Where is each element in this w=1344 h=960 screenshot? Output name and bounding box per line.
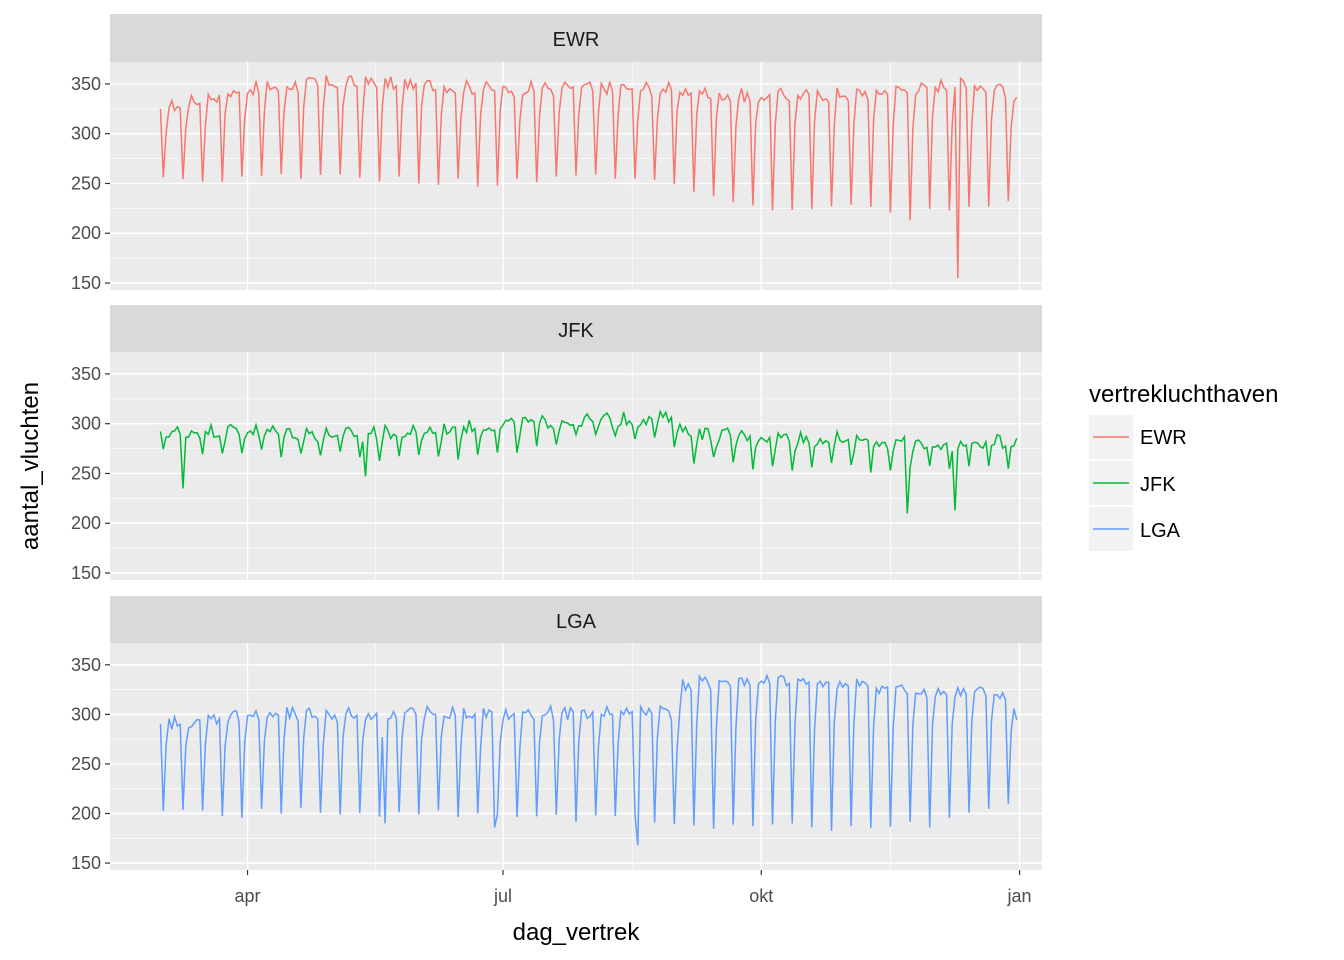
y-axis-lga: 150 200 250 300 350 [71, 655, 110, 873]
facet-lga: LGA 150 200 250 300 350 [71, 596, 1042, 873]
x-tick-label: apr [235, 886, 261, 906]
facet-strip-ewr [110, 14, 1042, 62]
legend-label-jfk: JFK [1140, 474, 1176, 496]
legend-item-ewr: EWR [1089, 415, 1187, 459]
legend-item-lga: LGA [1089, 507, 1181, 551]
series-line-ewr [159, 75, 1018, 279]
facet-strip-label-jfk: JFK [558, 320, 594, 342]
y-tick-label: 350 [71, 364, 101, 384]
y-axis-ewr: 150 200 250 300 350 [71, 74, 110, 293]
facet-strip-label-ewr: EWR [553, 29, 600, 51]
y-tick-label: 200 [71, 513, 101, 533]
gridlines-jfk [110, 352, 1042, 580]
legend-label-ewr: EWR [1140, 427, 1187, 449]
gridlines-lga [110, 643, 1042, 870]
facet-strip-label-lga: LGA [556, 611, 597, 633]
facet-jfk: JFK 150 200 250 300 350 [71, 305, 1042, 583]
x-tick-label: jul [493, 886, 512, 906]
y-tick-label: 150 [71, 273, 101, 293]
x-axis: apr jul okt jan [235, 870, 1032, 906]
legend-title: vertrekluchthaven [1089, 381, 1278, 408]
x-tick-label: jan [1007, 886, 1032, 906]
y-tick-label: 150 [71, 563, 101, 583]
y-tick-label: 350 [71, 655, 101, 675]
panel-background-jfk [110, 352, 1042, 580]
x-tick-label: okt [749, 886, 773, 906]
legend-item-jfk: JFK [1089, 461, 1176, 505]
y-tick-label: 250 [71, 463, 101, 483]
y-tick-label: 250 [71, 173, 101, 193]
series-line-jfk [159, 409, 1018, 514]
y-tick-label: 350 [71, 74, 101, 94]
facet-strip-lga [110, 596, 1042, 643]
y-tick-label: 200 [71, 223, 101, 243]
series-line-lga [159, 673, 1018, 846]
panel-background-ewr [110, 62, 1042, 290]
x-axis-title: dag_vertrek [513, 919, 641, 946]
facet-ewr: EWR 150 200 250 300 350 [71, 14, 1042, 293]
y-tick-label: 300 [71, 414, 101, 434]
y-tick-label: 300 [71, 704, 101, 724]
y-tick-label: 300 [71, 124, 101, 144]
y-axis-jfk: 150 200 250 300 350 [71, 364, 110, 583]
y-axis-title: aantal_vluchten [17, 382, 44, 550]
facet-strip-jfk [110, 305, 1042, 352]
legend: vertrekluchthaven EWR JFK LGA [1089, 381, 1278, 551]
panel-background-lga [110, 643, 1042, 870]
y-tick-label: 150 [71, 853, 101, 873]
y-tick-label: 250 [71, 754, 101, 774]
legend-label-lga: LGA [1140, 520, 1181, 542]
y-tick-label: 200 [71, 803, 101, 823]
